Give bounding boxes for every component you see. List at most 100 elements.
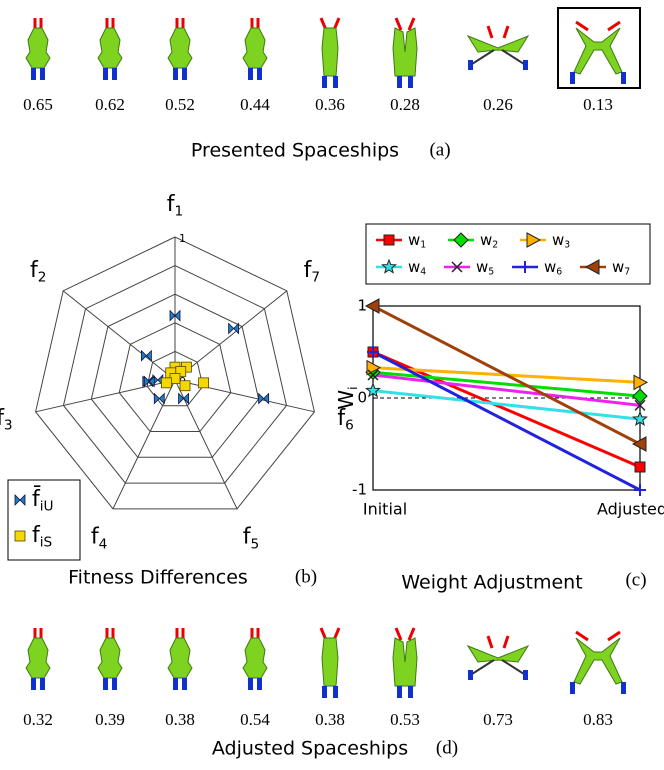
data-point [169, 309, 181, 322]
radar-axis-label: f7 [304, 258, 320, 286]
ship-foot [333, 686, 338, 698]
radar-axis-label: f5 [243, 525, 259, 553]
ship-antenna [607, 630, 621, 642]
legend-label-sub: iS [40, 535, 52, 551]
spaceship [97, 628, 123, 690]
spaceship-score: 0.53 [390, 710, 420, 729]
spaceship [97, 18, 123, 80]
radar-ring [35, 236, 315, 510]
data-point [381, 258, 397, 274]
ship-body [167, 27, 193, 69]
data-point [228, 322, 240, 335]
ship-foot [523, 670, 528, 680]
radar-axis [174, 379, 238, 510]
spaceship-score: 0.38 [315, 710, 345, 729]
ship-foot [31, 678, 36, 690]
legend-label-base: w [408, 258, 420, 276]
radar-axis-label-base: f [91, 525, 100, 550]
ship-foot [40, 678, 45, 690]
spaceship [319, 627, 341, 698]
ship-body [573, 637, 623, 685]
data-point [634, 461, 646, 473]
spaceship-score: 0.73 [483, 710, 513, 729]
radar-axis-label-sub: 5 [250, 536, 259, 552]
ship-foot [257, 678, 262, 690]
data-point [14, 530, 26, 542]
ship-antenna [607, 20, 621, 32]
ship-body [242, 637, 268, 679]
legend-label-base: w [612, 258, 624, 276]
legend-label: w3 [552, 231, 570, 251]
ship-body [97, 637, 123, 679]
ship-foot [103, 678, 108, 690]
spaceship [167, 628, 193, 690]
spaceship-score: 0.36 [315, 95, 345, 114]
caption: Presented Spaceships [191, 140, 399, 162]
spaceship [570, 630, 626, 694]
legend-label-base: w [552, 231, 564, 249]
ship-foot [322, 686, 327, 698]
ship-leg [471, 659, 495, 675]
spaceship [319, 17, 341, 88]
y-tick-label: 1 [357, 297, 367, 315]
ship-antenna [486, 25, 494, 39]
radar-axis-label: f3 [0, 406, 13, 434]
caption: Weight Adjustment [401, 572, 582, 594]
legend-label: fiS [32, 523, 52, 551]
radar-axis-label-base: f [0, 406, 5, 431]
data-point [143, 375, 155, 388]
data-point [14, 494, 26, 506]
radar-axis-label-base: f [30, 258, 39, 283]
data-point [632, 410, 648, 426]
spaceship-score: 0.26 [483, 95, 513, 114]
series-line [372, 350, 641, 492]
spaceship-score: 0.62 [95, 95, 125, 114]
ship-foot [621, 72, 626, 84]
legend-label-base: w [544, 258, 556, 276]
legend-label: w1 [408, 231, 426, 251]
legend-label-base: w [476, 258, 488, 276]
y-axis-label: Wi [334, 386, 360, 409]
radar-tick-label: 1 [179, 232, 186, 245]
spaceship-score: 0.52 [165, 95, 195, 114]
spaceship [392, 627, 418, 698]
series-line [372, 304, 641, 446]
ship-foot [103, 68, 108, 80]
radar-axis-label-sub: 6 [345, 418, 354, 434]
data-point [631, 436, 647, 452]
radar-axis-label-base: f [337, 406, 346, 431]
data-point [258, 392, 270, 405]
data-point [367, 346, 379, 358]
ship-body [573, 27, 623, 75]
ship-body [321, 27, 339, 77]
radar-axis-label: f2 [30, 258, 46, 286]
radar-ring [62, 265, 288, 484]
ship-antenna [407, 17, 416, 31]
data-point [383, 234, 395, 246]
spaceship [25, 628, 51, 690]
spaceship [242, 18, 268, 80]
data-point [632, 388, 648, 404]
spaceship-score: 0.54 [240, 710, 270, 729]
data-point [140, 349, 152, 362]
spaceship-score: 0.83 [583, 710, 613, 729]
y-axis-label-sub: i [345, 386, 360, 389]
radar-ring [118, 322, 232, 433]
y-tick-label: 0 [357, 389, 367, 407]
legend-label: w5 [476, 258, 494, 278]
data-point [584, 259, 600, 275]
data-point [453, 232, 469, 248]
ship-foot [112, 678, 117, 690]
spaceship [466, 635, 530, 680]
spaceship-score: 0.32 [23, 710, 53, 729]
data-point [198, 377, 210, 389]
caption-label: (b) [295, 566, 317, 587]
ship-foot [523, 60, 528, 70]
spaceship-score: 0.38 [165, 710, 195, 729]
ship-antenna [502, 25, 510, 39]
spaceship [242, 628, 268, 690]
ship-antenna [575, 20, 589, 32]
ship-body [466, 34, 530, 53]
radar-axis-label-sub: 2 [38, 269, 47, 285]
ship-foot [621, 682, 626, 694]
